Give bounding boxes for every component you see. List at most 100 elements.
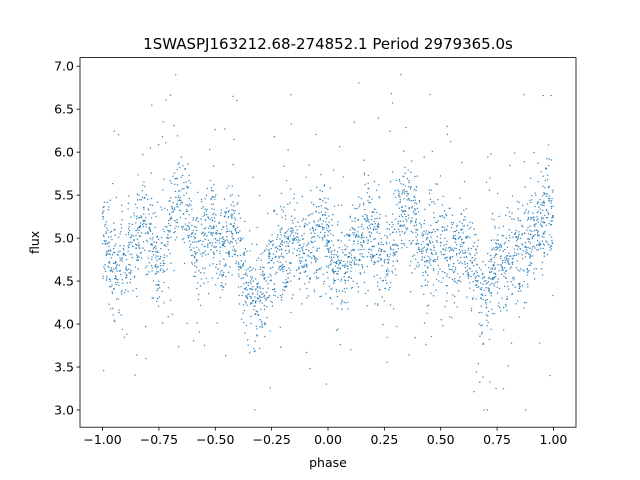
data-point	[514, 152, 516, 154]
data-point	[287, 149, 289, 151]
data-point	[360, 241, 362, 244]
x-tick-label: −0.25	[252, 432, 290, 447]
data-point	[228, 250, 230, 253]
data-point	[526, 268, 528, 271]
data-point	[193, 225, 196, 228]
data-point	[307, 215, 310, 217]
data-point	[320, 295, 322, 297]
data-point	[318, 206, 320, 208]
data-point	[551, 239, 553, 242]
data-point	[152, 237, 154, 239]
data-point	[229, 242, 231, 244]
data-point	[107, 236, 110, 238]
data-point	[532, 216, 535, 219]
data-point	[271, 234, 273, 236]
data-point	[398, 194, 400, 197]
data-point	[286, 252, 288, 255]
data-point	[497, 264, 499, 266]
data-point	[368, 201, 370, 204]
data-point	[240, 267, 242, 270]
data-point	[225, 276, 227, 278]
data-point	[489, 301, 491, 303]
data-point	[541, 195, 544, 197]
data-point	[480, 293, 483, 296]
data-point	[543, 252, 545, 254]
data-point	[184, 223, 187, 225]
data-point	[490, 328, 492, 331]
data-point	[114, 234, 116, 236]
data-point	[478, 323, 480, 325]
data-point	[136, 295, 138, 298]
data-point	[531, 217, 533, 219]
data-point	[227, 251, 229, 254]
data-point	[399, 199, 401, 201]
data-point	[347, 301, 349, 304]
data-point	[119, 269, 121, 272]
data-point	[470, 307, 473, 310]
data-point	[528, 210, 530, 213]
data-point	[541, 216, 543, 219]
data-point	[513, 279, 515, 281]
data-point	[422, 271, 424, 274]
data-point	[491, 249, 493, 251]
data-point	[153, 246, 156, 249]
data-point	[315, 259, 317, 262]
data-point	[519, 248, 521, 250]
data-point	[281, 216, 283, 219]
data-point	[444, 229, 446, 231]
data-point	[443, 244, 445, 246]
data-point	[412, 231, 414, 234]
data-point	[415, 189, 417, 192]
data-point	[456, 225, 458, 228]
data-point	[283, 286, 286, 288]
data-point	[315, 211, 317, 213]
data-point	[390, 92, 393, 95]
data-point	[190, 254, 193, 257]
data-point	[259, 326, 261, 328]
data-point	[220, 209, 223, 211]
data-point	[450, 226, 453, 229]
data-point	[530, 216, 532, 219]
data-point	[111, 254, 114, 256]
data-point	[427, 281, 429, 283]
data-point	[452, 222, 455, 224]
data-point	[162, 264, 164, 267]
data-point	[316, 249, 319, 252]
data-point	[499, 249, 501, 251]
data-point	[477, 274, 479, 277]
data-point	[292, 242, 294, 244]
data-point	[411, 160, 413, 162]
data-point	[302, 218, 304, 220]
data-point	[515, 236, 518, 238]
data-point	[506, 255, 509, 257]
data-point	[409, 260, 412, 263]
data-point	[401, 211, 404, 213]
data-point	[110, 267, 113, 269]
data-point	[223, 242, 226, 244]
data-point	[482, 283, 484, 285]
data-point	[241, 294, 243, 297]
data-point	[326, 239, 328, 241]
data-point	[329, 229, 331, 232]
data-point	[156, 267, 158, 269]
data-point	[147, 257, 149, 259]
data-point	[428, 189, 431, 191]
data-point	[517, 290, 520, 292]
data-point	[121, 290, 123, 292]
data-point	[252, 300, 254, 302]
data-point	[177, 346, 180, 348]
data-point	[484, 294, 487, 296]
data-point	[298, 260, 301, 262]
data-point	[377, 285, 379, 287]
data-point	[176, 236, 178, 238]
data-point	[412, 210, 415, 212]
data-point	[199, 272, 202, 274]
data-point	[533, 151, 535, 154]
data-point	[464, 266, 467, 269]
data-point	[525, 252, 527, 255]
data-point	[551, 198, 553, 200]
data-point	[493, 239, 495, 241]
data-point	[471, 298, 474, 300]
data-point	[127, 208, 129, 210]
data-point	[344, 279, 347, 282]
